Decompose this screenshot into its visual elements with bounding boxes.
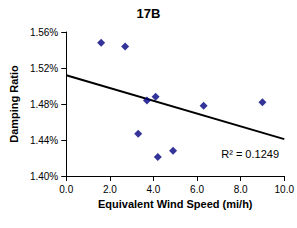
svg-text:1.48%: 1.48%: [30, 99, 58, 110]
svg-text:0.0: 0.0: [59, 184, 73, 195]
svg-text:1.52%: 1.52%: [30, 63, 58, 74]
svg-text:1.56%: 1.56%: [30, 27, 58, 38]
svg-text:Damping Ratio: Damping Ratio: [8, 65, 20, 143]
svg-text:17B: 17B: [137, 6, 161, 21]
svg-text:4.0: 4.0: [147, 184, 161, 195]
svg-text:R² = 0.1249: R² = 0.1249: [221, 148, 279, 160]
svg-text:6.0: 6.0: [190, 184, 204, 195]
svg-text:1.44%: 1.44%: [30, 135, 58, 146]
svg-text:2.0: 2.0: [103, 184, 117, 195]
svg-text:8.0: 8.0: [234, 184, 248, 195]
svg-text:Equivalent Wind Speed (mi/h): Equivalent Wind Speed (mi/h): [98, 198, 253, 210]
svg-text:1.40%: 1.40%: [30, 171, 58, 182]
svg-text:10.0: 10.0: [275, 184, 295, 195]
